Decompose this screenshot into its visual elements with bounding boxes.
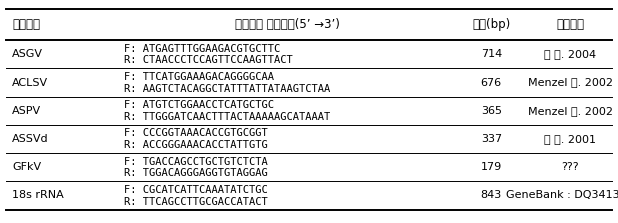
Text: R: TGGACAGGGAGGTGTAGGAG: R: TGGACAGGGAGGTGTAGGAG bbox=[124, 168, 268, 178]
Text: 바이러스: 바이러스 bbox=[12, 18, 40, 31]
Text: 이 등. 2001: 이 등. 2001 bbox=[544, 134, 596, 144]
Text: R: AAGTCTACAGGCTATTTATTATAAGTCTAA: R: AAGTCTACAGGCTATTTATTATAAGTCTAA bbox=[124, 84, 330, 94]
Text: GFkV: GFkV bbox=[12, 162, 41, 172]
Text: F: ATGAGTTTGGAAGACGTGCTTC: F: ATGAGTTTGGAAGACGTGCTTC bbox=[124, 44, 280, 54]
Text: 179: 179 bbox=[481, 162, 502, 172]
Text: 크기(bp): 크기(bp) bbox=[472, 18, 510, 31]
Text: 676: 676 bbox=[481, 78, 502, 87]
Text: Menzel 등. 2002: Menzel 등. 2002 bbox=[528, 106, 612, 116]
Text: 714: 714 bbox=[481, 49, 502, 59]
Text: R: TTGGGATCAACTTTACTAAAAAGCATAAAT: R: TTGGGATCAACTTTACTAAAAAGCATAAAT bbox=[124, 112, 330, 122]
Text: 심 등. 2004: 심 등. 2004 bbox=[544, 49, 596, 59]
Text: F: CCCGGTAAACACCGTGCGGT: F: CCCGGTAAACACCGTGCGGT bbox=[124, 128, 268, 138]
Text: 337: 337 bbox=[481, 134, 502, 144]
Text: ASPV: ASPV bbox=[12, 106, 41, 116]
Text: F: ATGTCTGGAACCTCATGCTGC: F: ATGTCTGGAACCTCATGCTGC bbox=[124, 100, 274, 110]
Text: ASSVd: ASSVd bbox=[12, 134, 49, 144]
Text: ???: ??? bbox=[561, 162, 579, 172]
Text: 18s rRNA: 18s rRNA bbox=[12, 190, 64, 200]
Text: ACLSV: ACLSV bbox=[12, 78, 48, 87]
Text: 365: 365 bbox=[481, 106, 502, 116]
Text: R: CTAACCCTCCAGTTCCAAGTTACT: R: CTAACCCTCCAGTTCCAAGTTACT bbox=[124, 56, 292, 66]
Text: 프라이머 염기서열(5’ →3’): 프라이머 염기서열(5’ →3’) bbox=[235, 18, 340, 31]
Text: F: CGCATCATTCAAATATCTGC: F: CGCATCATTCAAATATCTGC bbox=[124, 185, 268, 195]
Text: ASGV: ASGV bbox=[12, 49, 43, 59]
Text: R: ACCGGGAAACACCTATTGTG: R: ACCGGGAAACACCTATTGTG bbox=[124, 140, 268, 150]
Text: F: TGACCAGCCTGCTGTCTCTA: F: TGACCAGCCTGCTGTCTCTA bbox=[124, 157, 268, 167]
Text: 참고문헌: 참고문헌 bbox=[556, 18, 584, 31]
Text: Menzel 등. 2002: Menzel 등. 2002 bbox=[528, 78, 612, 87]
Text: F: TTCATGGAAAGACAGGGGCAA: F: TTCATGGAAAGACAGGGGCAA bbox=[124, 72, 274, 82]
Text: 843: 843 bbox=[481, 190, 502, 200]
Text: GeneBank : DQ341382: GeneBank : DQ341382 bbox=[506, 190, 618, 200]
Text: R: TTCAGCCTTGCGACCATACT: R: TTCAGCCTTGCGACCATACT bbox=[124, 197, 268, 207]
